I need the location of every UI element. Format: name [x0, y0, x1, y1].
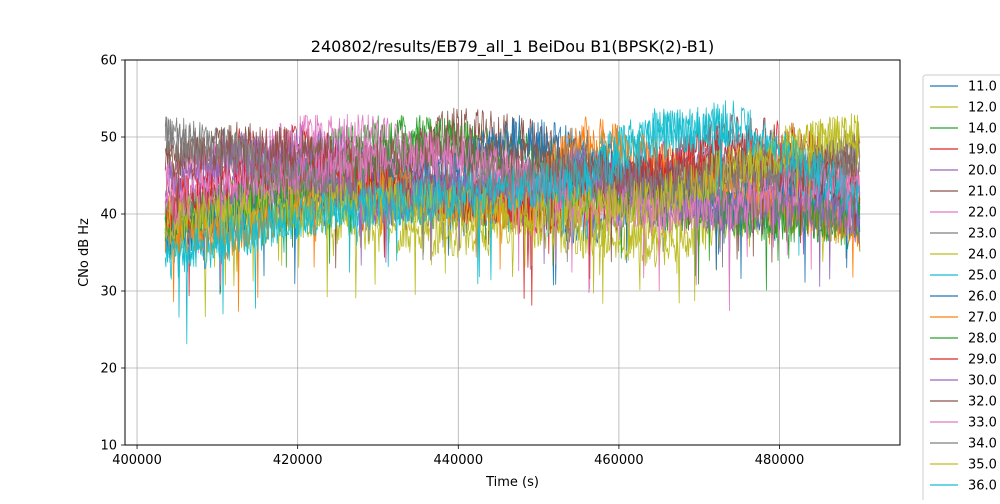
series-layer: [164, 100, 861, 345]
legend-label: 21.0: [968, 185, 997, 200]
legend-label: 32.0: [968, 395, 997, 410]
x-tick-label: 460000: [594, 453, 644, 468]
series-line-34.0: [164, 116, 861, 268]
legend-label: 33.0: [968, 416, 997, 431]
legend-label: 23.0: [968, 227, 997, 242]
legend-box: [922, 74, 1000, 504]
legend-label: 20.0: [968, 164, 997, 179]
legend-label: 35.0: [968, 458, 997, 473]
legend-label: 19.0: [968, 143, 997, 158]
y-tick-label: 40: [100, 208, 117, 223]
axes: 400000 420000 440000 460000 480000 10 20 30 40 50…: [100, 54, 804, 469]
legend-label: 27.0: [968, 311, 997, 326]
chart-title: 240802/results/EB79_all_1 BeiDou B1(BPSK…: [311, 37, 714, 57]
series-line-33.0: [164, 131, 861, 312]
x-axis-label: Time (s): [485, 475, 539, 490]
series-line-36.0: [164, 100, 861, 280]
legend: 11.0 12.0 14.0 19.0 20.0 21.0 22.0 23.0 24.0 25.0…: [922, 74, 1000, 504]
x-tick-label: 480000: [755, 453, 805, 468]
legend-label: 24.0: [968, 248, 997, 263]
y-tick-label: 20: [100, 362, 117, 377]
legend-label: 25.0: [968, 269, 997, 284]
x-tick-label: 400000: [112, 453, 162, 468]
legend-label: 30.0: [968, 374, 997, 389]
legend-label: 36.0: [968, 479, 997, 494]
legend-label: 29.0: [968, 353, 997, 368]
legend-label: 28.0: [968, 332, 997, 347]
legend-label: 22.0: [968, 206, 997, 221]
x-tick-label: 440000: [433, 453, 483, 468]
x-tick-label: 420000: [273, 453, 323, 468]
y-tick-label: 50: [100, 131, 117, 146]
y-tick-label: 30: [100, 285, 117, 300]
y-axis-label: CNo dB Hz: [77, 218, 92, 287]
legend-label: 11.0: [968, 80, 997, 95]
y-tick-label: 10: [100, 439, 117, 454]
legend-label: 12.0: [968, 101, 997, 116]
series-line-32.0: [164, 121, 861, 263]
legend-label: 26.0: [968, 290, 997, 305]
legend-label: 14.0: [968, 122, 997, 137]
legend-label: 34.0: [968, 437, 997, 452]
y-tick-label: 60: [100, 54, 117, 69]
plot-frame: [124, 59, 901, 446]
